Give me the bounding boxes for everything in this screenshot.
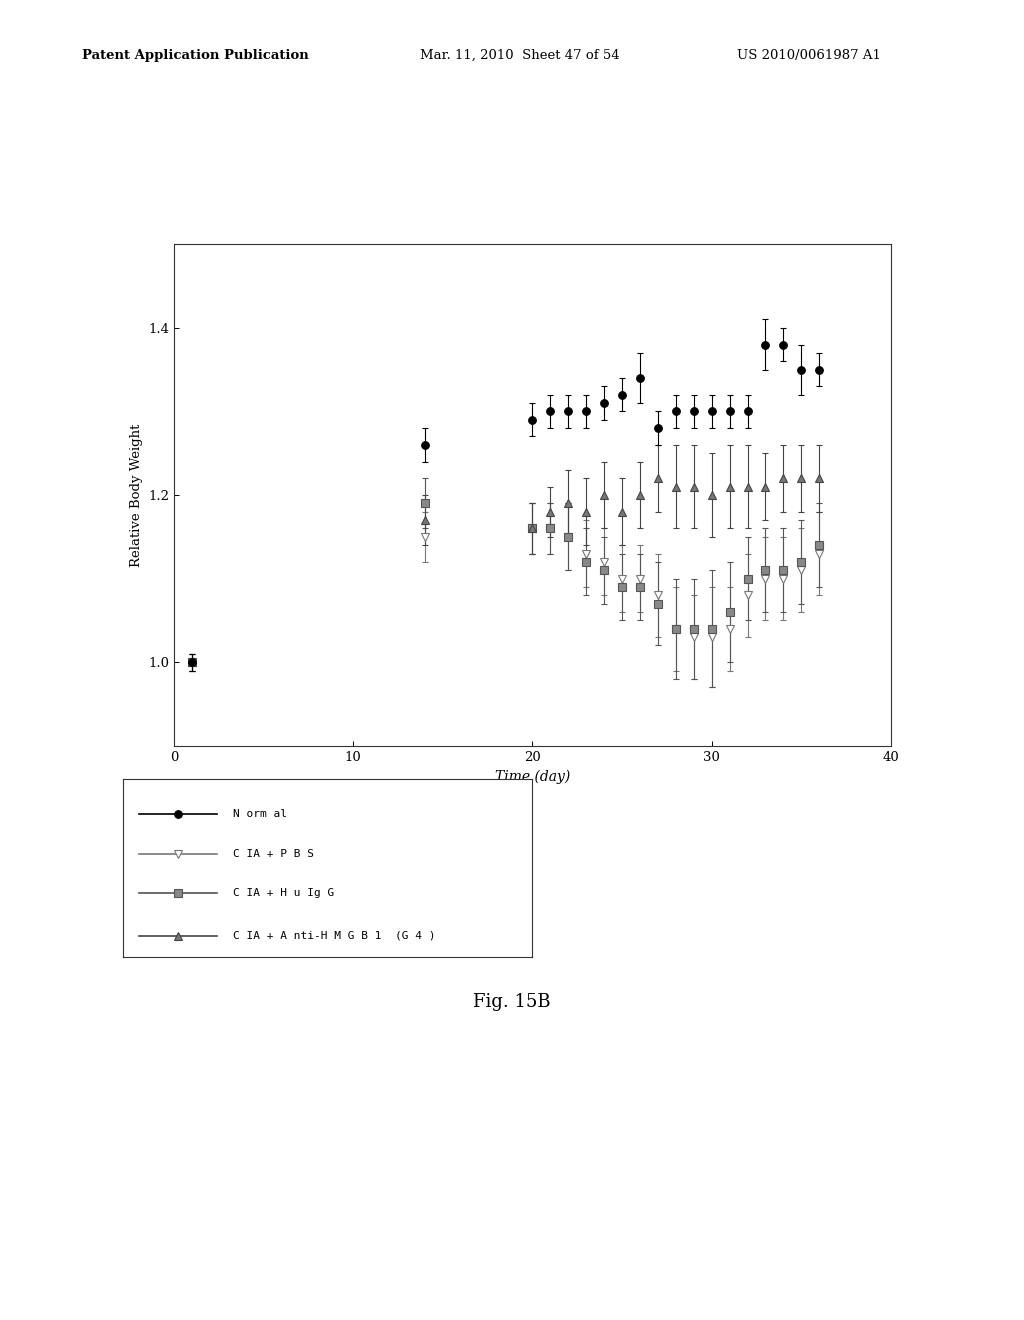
Text: Mar. 11, 2010  Sheet 47 of 54: Mar. 11, 2010 Sheet 47 of 54 <box>420 49 620 62</box>
Text: N orm al: N orm al <box>233 809 288 820</box>
Text: C IA + H u Ig G: C IA + H u Ig G <box>233 888 335 898</box>
X-axis label: Time (day): Time (day) <box>495 770 570 784</box>
Text: C IA + A nti-H M G B 1  (G 4 ): C IA + A nti-H M G B 1 (G 4 ) <box>233 931 436 941</box>
Text: Fig. 15B: Fig. 15B <box>473 993 551 1011</box>
Y-axis label: Relative Body Weight: Relative Body Weight <box>130 424 142 566</box>
Text: US 2010/0061987 A1: US 2010/0061987 A1 <box>737 49 882 62</box>
Text: C IA + P B S: C IA + P B S <box>233 849 314 858</box>
Text: Patent Application Publication: Patent Application Publication <box>82 49 308 62</box>
